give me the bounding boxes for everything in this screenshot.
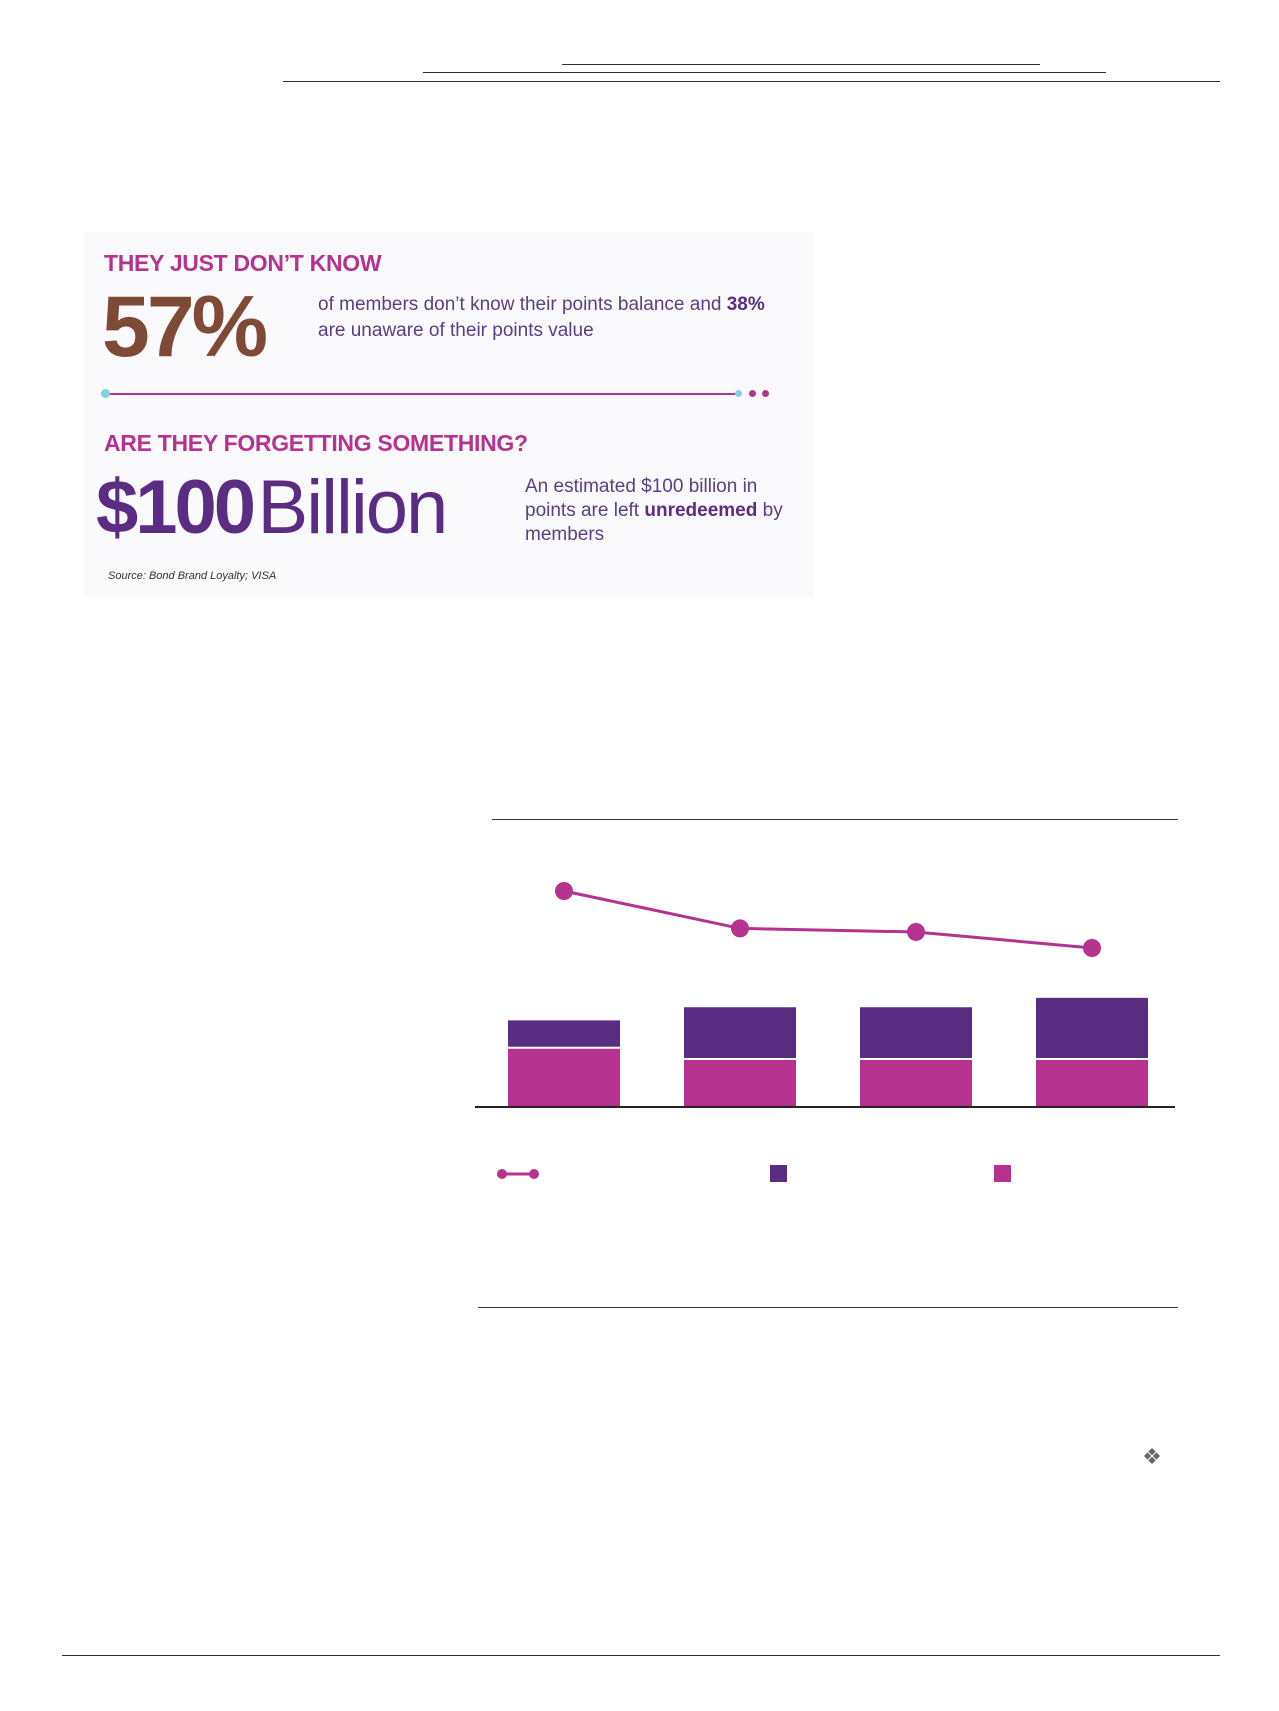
section-divider: [106, 393, 738, 395]
bar-segment-bottom: [860, 1060, 972, 1107]
line-point: [555, 882, 573, 900]
source-note: Source: Bond Brand Loyalty; VISA: [108, 570, 277, 582]
line-layer: [555, 882, 1101, 957]
header-rule-1: [562, 64, 1040, 65]
big-amount-unit: Billion: [257, 465, 449, 550]
chart-bottom-rule: [478, 1307, 1178, 1308]
logo-glyph-icon: ❖: [1142, 1444, 1162, 1469]
amount-description: An estimated $100 billion in points are …: [525, 475, 785, 547]
line-point: [1083, 939, 1101, 957]
header-rule-2: [423, 72, 1106, 73]
big-percentage: 57%: [102, 279, 268, 375]
infographic-heading-1: THEY JUST DON’T KNOW: [104, 250, 382, 276]
legend-swatch-bottom: [994, 1165, 1011, 1182]
bars-layer: [508, 997, 1148, 1107]
chart-top-rule: [492, 819, 1178, 820]
percentage-description: of members don’t know their points balan…: [318, 292, 778, 344]
percentage-text-bold: 38%: [726, 294, 765, 315]
bar-segment-top: [684, 1007, 796, 1058]
line-series: [563, 889, 1093, 950]
divider-dot-right-2: [762, 390, 769, 397]
bar-segment-bottom: [1036, 1060, 1148, 1107]
footer-rule: [62, 1655, 1220, 1656]
header-rule-3: [283, 81, 1220, 82]
big-amount: $100 Billion: [96, 470, 448, 546]
amount-text-b: by members: [525, 500, 783, 545]
legend-swatch-top: [770, 1165, 787, 1182]
bar-segment-bottom: [684, 1060, 796, 1107]
bar-segment-top: [1036, 997, 1148, 1058]
legend-line-dot-right: [529, 1169, 539, 1179]
amount-text-bold: unredeemed: [644, 500, 758, 521]
bar-segment-top: [508, 1020, 620, 1047]
percentage-text-b: are unaware of their points value: [318, 320, 594, 341]
divider-dot-left: [101, 389, 110, 398]
percentage-text-a: of members don’t know their points balan…: [318, 294, 722, 315]
infographic-heading-2: ARE THEY FORGETTING SOMETHING?: [104, 430, 528, 456]
chart-legend: [497, 1165, 1011, 1182]
amount-text-a: An estimated $100 billion in points are …: [525, 476, 758, 521]
line-point: [907, 922, 925, 941]
line-point: [731, 919, 749, 938]
loyalty-infographic: THEY JUST DON’T KNOW 57% of members don’…: [84, 232, 814, 597]
big-amount-number: $100: [96, 465, 256, 550]
bar-segment-bottom: [508, 1048, 620, 1107]
divider-dot-right-1: [749, 390, 756, 397]
divider-dot-mid: [735, 390, 742, 397]
bar-segment-top: [860, 1007, 972, 1058]
combo-chart: [475, 882, 1175, 1182]
legend-line-dot-left: [497, 1169, 507, 1179]
